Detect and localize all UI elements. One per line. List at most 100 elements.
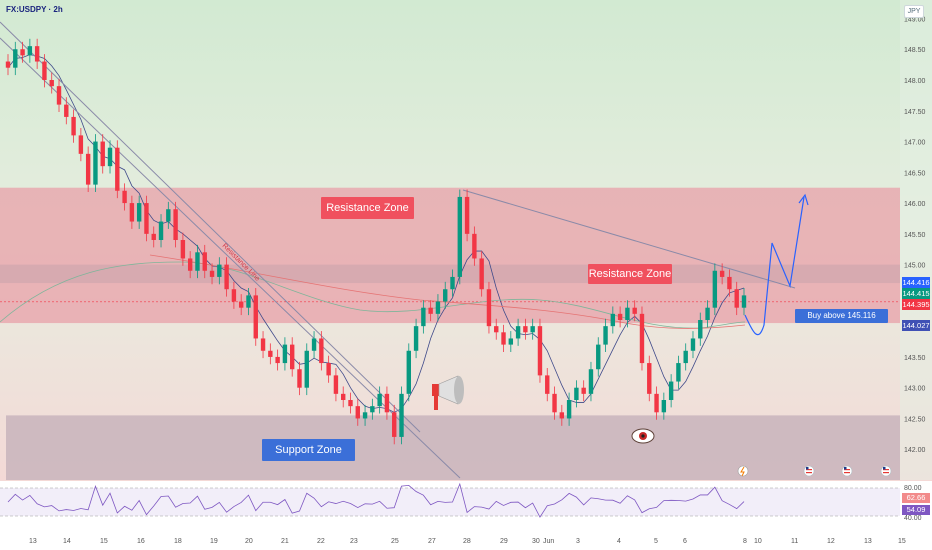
candle-body [698,320,703,339]
candle-body [508,338,514,345]
candle-body [464,196,470,234]
candle-body [596,344,601,370]
x-tick-label: 23 [350,538,358,545]
descending-resistance-line [462,189,796,289]
candle-body [282,344,288,364]
flag-stripe [806,472,812,474]
x-tick-label: 8 [743,538,747,545]
candle-body [552,393,557,413]
x-tick-label: 22 [317,538,325,545]
candle-body [319,338,324,364]
candle-body [341,393,346,400]
x-tick-label: 15 [100,538,108,545]
time-axis-bg [0,530,932,550]
candle-body [654,393,659,413]
currency-button[interactable]: JPY [904,5,924,18]
resistance-zone-badge-left: Resistance Zone [321,197,414,219]
candle-body [588,369,594,394]
candle-body [559,412,565,419]
trend-line-upper [0,21,421,433]
flag-icon [803,465,815,477]
candle-body [27,46,33,56]
flag-canton [844,467,847,470]
candle-body [34,46,40,62]
projection-path [744,196,805,336]
candle-body [457,196,463,277]
megaphone-handle [432,384,439,396]
candle-body [136,203,142,222]
candle-body [20,49,25,56]
candle-body [100,141,105,167]
candle-body [705,307,710,320]
trend-line-lower [0,37,461,479]
candle-body [85,153,91,185]
candle-body [93,141,98,185]
y-tick-label: 142.00 [904,447,926,454]
candle-body [348,400,353,407]
x-tick-label: 13 [29,538,37,545]
megaphone-icon [432,375,464,410]
candle-body [297,369,302,388]
y-tick-label: 145.50 [904,232,926,239]
candle-body [683,350,688,364]
flag-stripe [844,469,850,471]
candle-body [173,209,178,240]
megaphone-cone [438,375,459,405]
candle-body [472,233,477,259]
candle-body [537,326,543,376]
candle-body [289,344,295,370]
candle-body [115,147,120,191]
candle-body [399,393,404,437]
candle-body [566,400,572,419]
eye-pupil [641,434,645,438]
price-tag-ma: 144.027 [902,320,930,331]
candle-body [129,203,135,222]
candle-body [392,412,397,437]
candle-body [384,393,390,413]
candle-body [603,326,608,345]
candle-body [56,86,62,105]
flag-canton [883,467,886,470]
candle-body [443,289,448,302]
candle-body [719,270,725,277]
y-tick-label: 147.50 [904,109,926,116]
flag-stripe [844,472,850,474]
x-tick-label: 5 [654,538,658,545]
lightning-icon [737,465,749,477]
megaphone-grip [434,396,438,410]
price-tag-top: 144.416 [902,277,930,288]
rsi-line [7,482,745,518]
candle-body [217,264,222,277]
x-tick-label: 28 [463,538,471,545]
candle-body [355,406,360,419]
x-tick-label: 15 [898,538,906,545]
candle-body [64,104,69,117]
candle-body [741,295,747,308]
y-tick-label: 143.50 [904,355,926,362]
megaphone-mouth [454,376,464,404]
y-tick-label: 142.50 [904,416,926,423]
candle-body [501,332,506,345]
candle-body [545,375,550,394]
candle-body [275,356,280,364]
candle-body [413,326,419,351]
candle-body [5,61,11,68]
candle-body [581,387,586,394]
candle-body [268,350,273,357]
candle-body [486,289,492,327]
event-markers [737,465,892,477]
rsi-tag-upper: 62.66 [902,493,930,503]
x-tick-label: 13 [864,538,872,545]
resistance-zone-badge-right: Resistance Zone [588,264,672,284]
x-tick-label: 16 [137,538,145,545]
resistance-inner-band [0,264,900,284]
candle-body [246,295,251,308]
price-tag-current: 144.395 [902,299,930,310]
x-tick-label: 19 [210,538,218,545]
candle-body [333,375,339,394]
candle-body [639,313,645,364]
candle-body [734,289,739,308]
x-tick-label: 4 [617,538,621,545]
candle-body [144,203,149,234]
